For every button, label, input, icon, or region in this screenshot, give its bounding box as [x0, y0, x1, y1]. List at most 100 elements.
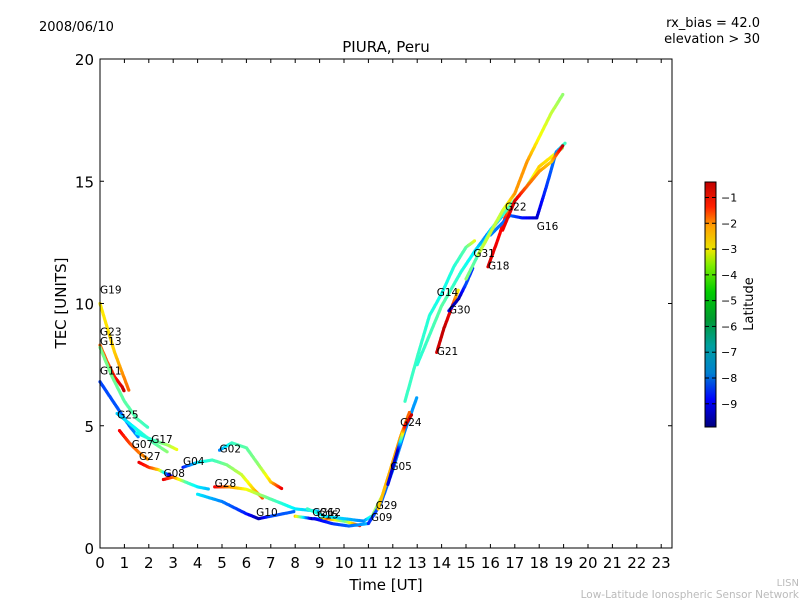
series-g24 [386, 413, 414, 486]
y-tick-label: 5 [84, 418, 94, 436]
data-point [472, 239, 477, 243]
series-label-g05: G05 [390, 461, 412, 473]
y-tick-label: 20 [75, 51, 94, 69]
x-tick-label: 8 [290, 554, 300, 572]
x-axis-label: Time [UT] [348, 576, 422, 594]
x-tick-label: 16 [481, 554, 500, 572]
x-axis: 0 1 2 3 4 5 6 7 8 9 10 11 12 13 14 15 16 17 18 19 20 21 22 23 [95, 59, 671, 572]
colorbar-label: Latitude [742, 277, 757, 331]
data-point [206, 487, 210, 491]
data-point [409, 413, 414, 417]
colorbar-tick-label: −1 [721, 191, 737, 204]
x-tick-label: 13 [408, 554, 427, 572]
y-tick-label: 10 [75, 296, 94, 314]
x-tick-label: 12 [383, 554, 402, 572]
series-label-g19: G19 [100, 285, 122, 297]
data-point [146, 425, 150, 429]
data-point [407, 410, 411, 415]
series-g13 [98, 345, 150, 429]
series-g14 [403, 239, 477, 403]
data-point [122, 389, 126, 393]
x-tick-label: 20 [578, 554, 597, 572]
series-label-g04: G04 [183, 456, 205, 468]
plot-frame [99, 58, 673, 549]
y-axis: 0 5 10 15 20 [75, 51, 672, 558]
series-g27 [137, 460, 174, 479]
series-label-g17: G17 [151, 434, 173, 446]
x-tick-label: 18 [530, 554, 549, 572]
data-point [146, 457, 150, 461]
series-g15 [313, 517, 369, 528]
colorbar-tick-label: −8 [721, 372, 737, 385]
series-label-g23: G23 [100, 326, 122, 338]
colorbar [704, 181, 717, 428]
data-point [175, 447, 179, 452]
x-tick-label: 23 [652, 554, 671, 572]
series-label-g30: G30 [449, 304, 471, 316]
colorbar-tick-label: −6 [721, 320, 737, 333]
data-point [561, 92, 565, 97]
series-label-g15: G15 [317, 510, 339, 522]
x-tick-label: 22 [627, 554, 646, 572]
x-tick-label: 21 [603, 554, 622, 572]
series-g28 [213, 485, 320, 513]
series-label-g31: G31 [473, 248, 495, 260]
data-point [561, 144, 565, 148]
colorbar-ticks: −1 −2 −3 −4 −5 −6 −7 −8 −9 [705, 191, 737, 411]
series-label-g25: G25 [117, 409, 139, 421]
chart-title: PIURA, Peru [342, 38, 429, 56]
series-g08 [161, 475, 210, 491]
data-point [456, 288, 460, 292]
x-tick-label: 0 [95, 554, 105, 572]
x-tick-label: 17 [505, 554, 524, 572]
data-point [127, 388, 131, 392]
x-tick-label: 7 [266, 554, 276, 572]
x-tick-label: 14 [432, 554, 451, 572]
x-tick-label: 6 [242, 554, 252, 572]
y-tick-label: 0 [84, 540, 94, 558]
series-g20 [476, 92, 565, 257]
series-g10 [196, 492, 296, 521]
colorbar-tick-label: −2 [721, 217, 737, 230]
data-point [292, 510, 296, 514]
data-point [563, 141, 567, 145]
series-label-g11: G11 [100, 365, 122, 377]
x-tick-label: 5 [217, 554, 227, 572]
colorbar-tick-label: −3 [721, 243, 737, 256]
series-g02 [218, 441, 284, 491]
series-label-g12: G12 [320, 507, 342, 519]
data-point [136, 435, 140, 439]
series-label-g18: G18 [488, 260, 510, 272]
series-g18 [486, 207, 511, 269]
colorbar-tick-label: −5 [721, 295, 737, 308]
series-label-g26: G26 [312, 507, 334, 519]
rx-bias-label: rx_bias = 42.0 [666, 16, 760, 31]
x-tick-label: 3 [168, 554, 178, 572]
y-axis-label: TEC [UNITS] [52, 258, 70, 350]
series-label-g16: G16 [537, 221, 559, 233]
colorbar-tick-label: −9 [721, 398, 737, 411]
series-label-g07: G07 [132, 439, 154, 451]
footer-org-short: LISN [777, 578, 799, 589]
series-label-g24: G24 [400, 417, 422, 429]
series-label-g28: G28 [215, 478, 237, 490]
data-point [415, 396, 419, 400]
footer-org-full: Low-Latitude Ionospheric Sensor Network [581, 589, 800, 600]
data-point [165, 450, 169, 454]
series-label-g27: G27 [139, 451, 161, 463]
series-g06 [501, 144, 565, 232]
x-tick-label: 10 [334, 554, 353, 572]
series-label-g08: G08 [163, 468, 185, 480]
elevation-label: elevation > 30 [664, 32, 760, 47]
series-g17 [135, 431, 179, 452]
series-g07 [117, 429, 150, 461]
data-point [280, 486, 284, 491]
series-g19 [98, 301, 131, 392]
data-points-layer [98, 92, 567, 528]
series-label-g09: G09 [371, 512, 393, 524]
series-g04 [181, 458, 264, 500]
series-label-g02: G02 [220, 444, 242, 456]
x-tick-label: 15 [456, 554, 475, 572]
